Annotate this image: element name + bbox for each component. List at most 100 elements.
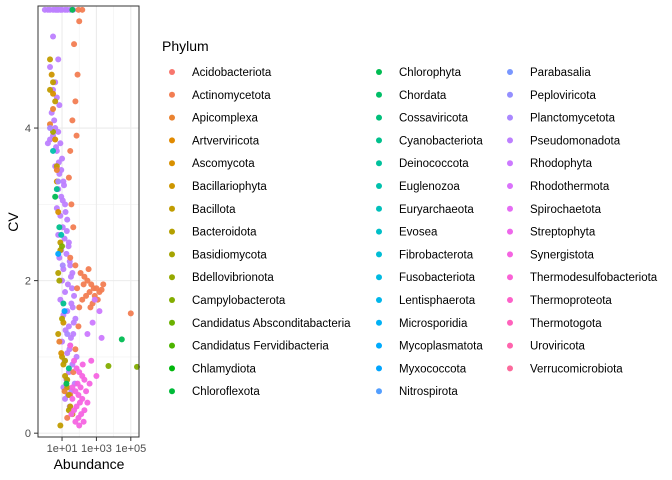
panel-border	[37, 5, 140, 438]
legend-label: Ascomycota	[192, 158, 255, 170]
data-point	[55, 208, 62, 215]
data-point	[62, 395, 69, 402]
data-point	[73, 132, 80, 139]
legend-label: Bdellovibrionota	[192, 272, 274, 284]
legend-key	[169, 137, 175, 144]
data-point	[47, 64, 54, 71]
legend-label: Streptophyta	[530, 227, 596, 239]
series-euglenozoa	[50, 147, 65, 238]
data-point	[75, 392, 82, 399]
legend-key	[507, 342, 513, 349]
data-point	[70, 224, 77, 231]
legend-key	[507, 160, 513, 167]
data-point	[55, 178, 62, 185]
data-point	[83, 292, 90, 299]
y-axis: 0 2 4	[25, 123, 38, 440]
data-point	[74, 71, 81, 78]
legend-key	[376, 160, 382, 167]
data-point	[69, 304, 76, 311]
data-point	[77, 269, 84, 276]
data-point	[59, 197, 66, 204]
data-point	[56, 224, 63, 231]
legend-label: Rhodothermota	[530, 181, 610, 193]
legend-title: Phylum	[162, 38, 209, 54]
data-point	[100, 281, 107, 288]
data-point	[67, 147, 74, 154]
legend-key	[507, 365, 513, 372]
data-point	[61, 308, 68, 315]
legend-label: Spirochaetota	[530, 204, 602, 216]
data-point	[67, 254, 74, 261]
legend-key	[169, 251, 175, 258]
data-point	[80, 418, 87, 425]
legend-key	[376, 388, 382, 395]
data-point	[118, 336, 125, 343]
y-tick-label: 0	[25, 428, 31, 440]
data-point	[79, 296, 86, 303]
data-point	[64, 216, 71, 223]
legend-key	[507, 205, 513, 212]
data-point	[69, 6, 76, 13]
legend-label: Bacteroidota	[192, 227, 257, 239]
data-point	[56, 102, 63, 109]
data-point	[85, 266, 92, 273]
data-point	[68, 201, 75, 208]
x-tick-label: 1e+01	[47, 443, 78, 455]
legend-key	[376, 183, 382, 189]
legend-label: Thermotogota	[530, 318, 602, 330]
data-point	[65, 243, 72, 250]
data-point	[77, 384, 84, 391]
y-tick-label: 2	[25, 276, 31, 288]
data-point	[52, 136, 59, 143]
legend-label: Parabasalia	[530, 67, 591, 79]
data-point	[58, 167, 65, 174]
legend-key	[169, 114, 175, 121]
data-point	[50, 105, 57, 112]
data-point	[75, 323, 82, 330]
legend-label: Campylobacterota	[192, 295, 286, 307]
legend-key	[376, 342, 382, 349]
data-point	[51, 117, 58, 124]
x-axis: 1e+01 1e+03 1e+05	[47, 437, 146, 455]
legend-key	[507, 319, 513, 326]
data-point	[91, 296, 98, 303]
legend-label: Candidatus Absconditabacteria	[192, 318, 351, 330]
data-point	[72, 262, 79, 269]
data-point	[65, 174, 72, 181]
data-point	[62, 289, 69, 296]
data-point	[62, 208, 69, 215]
data-point	[50, 147, 57, 154]
legend-label: Euglenozoa	[399, 181, 460, 193]
legend-label: Basidiomycota	[192, 249, 267, 261]
data-point	[84, 331, 91, 338]
legend-key	[507, 228, 513, 235]
legend-label: Planctomycetota	[530, 113, 616, 125]
data-point	[63, 228, 70, 235]
legend-label: Lentisphaerota	[399, 295, 476, 307]
x-tick-label: 1e+03	[81, 443, 112, 455]
legend-label: Fibrobacterota	[399, 249, 474, 261]
data-point	[61, 388, 68, 395]
legend-label: Myxococcota	[399, 363, 467, 375]
data-point	[84, 277, 91, 284]
data-point	[55, 56, 62, 63]
legend-label: Deinococcota	[399, 158, 469, 170]
legend-key	[376, 297, 382, 303]
data-point	[88, 357, 95, 364]
data-point	[53, 167, 60, 174]
legend-label: Chordata	[399, 90, 447, 102]
data-point	[80, 281, 87, 288]
legend-key	[376, 91, 382, 98]
legend-key	[507, 251, 513, 258]
series-chlorophyta	[52, 6, 125, 387]
legend-key	[169, 365, 175, 372]
legend-key	[507, 69, 513, 75]
data-point	[52, 98, 59, 105]
data-point	[56, 277, 63, 284]
series-synergistota	[67, 342, 100, 429]
data-point	[86, 380, 93, 387]
legend-label: Nitrospirota	[399, 386, 458, 398]
legend-label: Evosea	[399, 227, 438, 239]
data-point	[72, 346, 79, 353]
data-point	[76, 304, 83, 311]
